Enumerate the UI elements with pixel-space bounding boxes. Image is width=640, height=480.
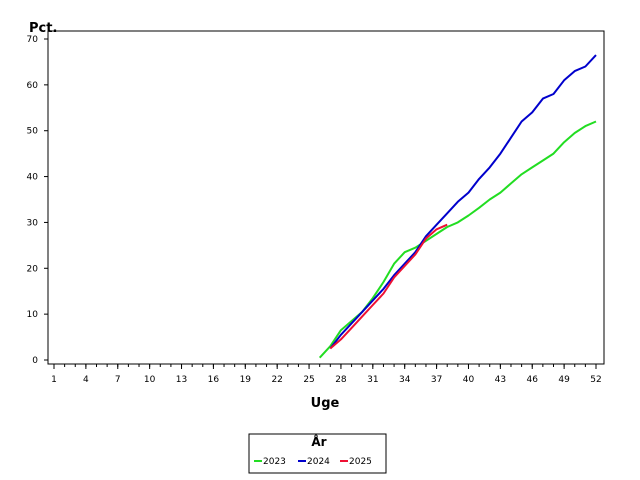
series-line-2024 [329,54,597,350]
series-lines [318,54,597,359]
legend-title: År [311,434,326,449]
x-tick-label: 52 [590,375,601,385]
y-tick-label: 0 [32,356,38,366]
x-axis-label: Uge [311,396,340,411]
y-tick-label: 10 [27,310,39,320]
x-tick-label: 13 [176,375,187,385]
x-tick-label: 10 [144,375,156,385]
y-axis: 0 10 20 30 40 50 60 70 [27,35,48,366]
x-tick-label: 49 [558,375,570,385]
x-tick-label: 34 [399,375,411,385]
x-tick-label: 19 [240,375,252,385]
legend-label-2025: 2025 [349,457,372,467]
series-line-2023 [318,120,597,359]
y-tick-label: 60 [27,81,39,91]
y-tick-label: 40 [27,173,39,183]
legend-label-2024: 2024 [307,457,330,467]
x-tick-label: 7 [115,375,121,385]
x-axis: 1 4 7 10 13 16 19 22 25 28 31 34 37 40 43 46 49 52 [51,364,602,385]
y-tick-label: 50 [27,127,39,137]
y-axis-label: Pct. [29,21,57,36]
series-line-2025 [329,223,448,350]
x-tick-label: 4 [83,375,89,385]
x-tick-label: 16 [208,375,220,385]
y-tick-label: 30 [27,218,39,228]
y-tick-label: 70 [27,35,39,45]
x-tick-label: 31 [367,375,378,385]
x-tick-label: 25 [303,375,314,385]
x-tick-label: 37 [431,375,442,385]
x-tick-label: 40 [463,375,475,385]
legend-box [248,433,387,474]
y-tick-label: 20 [27,264,39,274]
legend-label-2023: 2023 [263,457,286,467]
x-tick-label: 28 [335,375,347,385]
x-tick-label: 22 [271,375,282,385]
plot-area [47,30,605,365]
x-tick-label: 46 [527,375,539,385]
x-tick-label: 1 [51,375,57,385]
x-tick-label: 43 [495,375,506,385]
legend: År 2023 2024 2025 [248,433,387,474]
